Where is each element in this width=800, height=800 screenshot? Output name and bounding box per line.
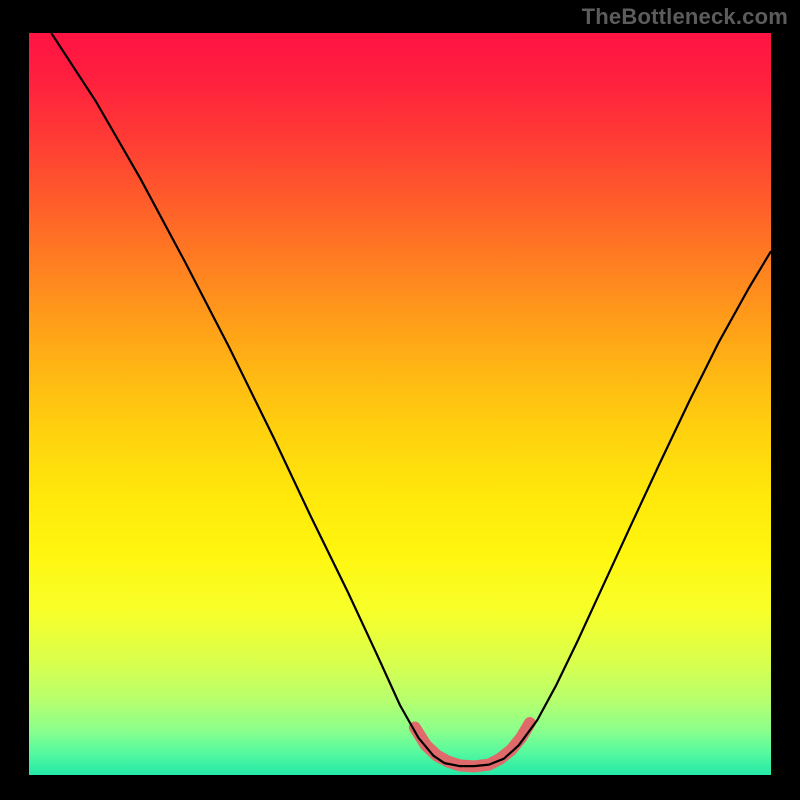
- watermark-text: TheBottleneck.com: [582, 4, 788, 30]
- chart-svg: [0, 0, 800, 800]
- plot-area: [29, 33, 771, 775]
- chart-stage: TheBottleneck.com: [0, 0, 800, 800]
